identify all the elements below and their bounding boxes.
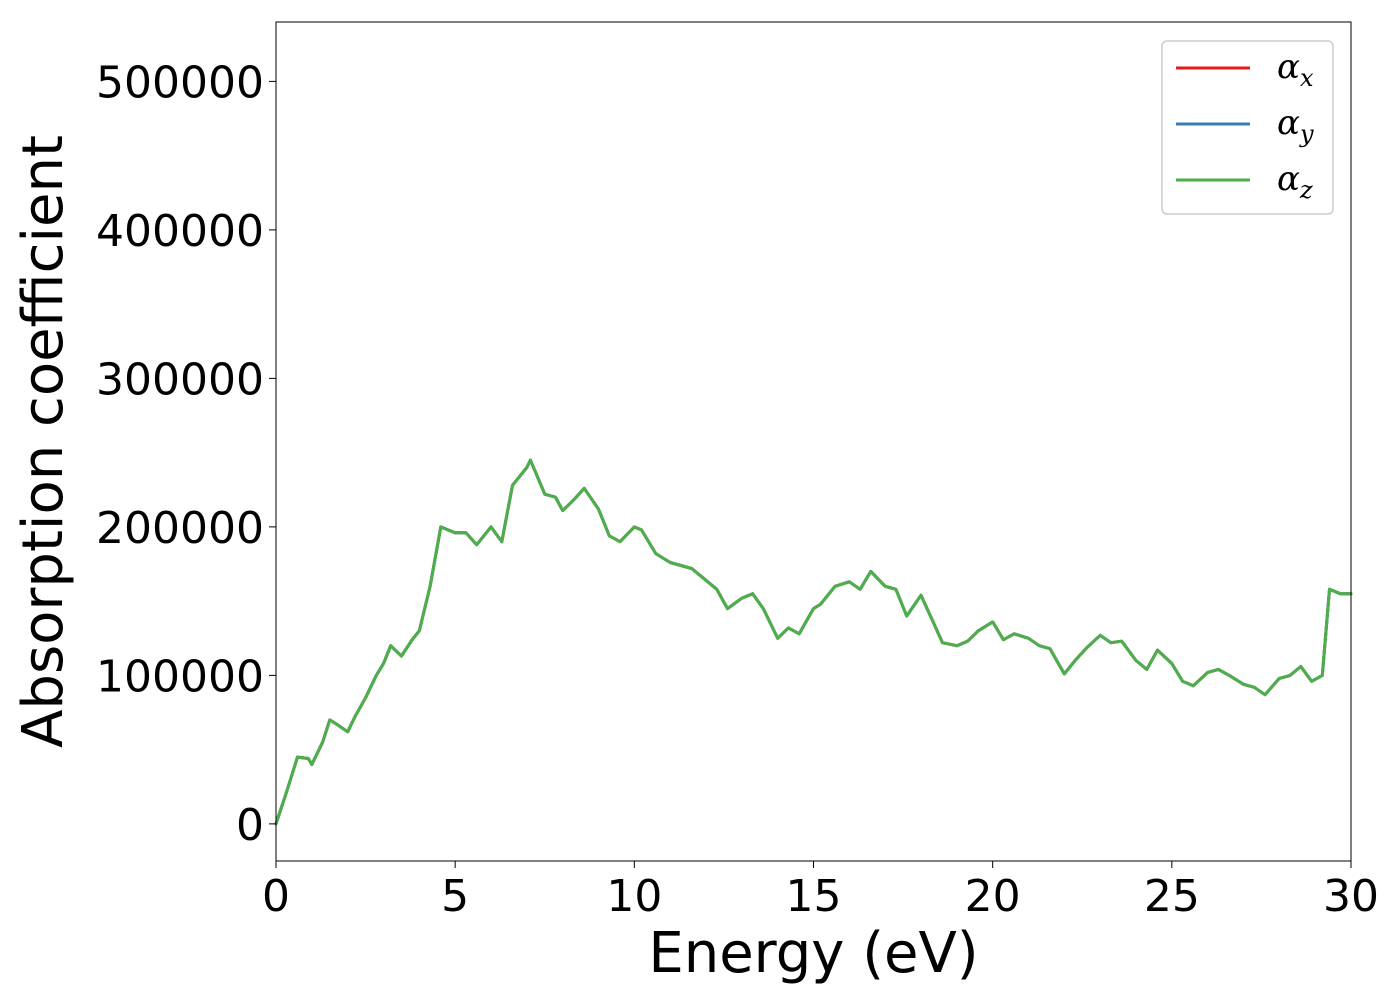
x-axis-ticks: 0 5 10 15 20 25 30 — [262, 861, 1379, 922]
y-tick-label: 200000 — [96, 503, 264, 554]
x-tick-label: 0 — [262, 871, 290, 922]
y-axis-ticks: 0 100000 200000 300000 400000 500000 — [96, 57, 276, 851]
legend-frame — [1161, 40, 1334, 215]
y-tick-label: 500000 — [96, 57, 264, 108]
legend: αx αy αz — [1161, 40, 1334, 215]
legend-label-alpha-y: αy — [1277, 103, 1314, 148]
y-tick-label: 400000 — [96, 206, 264, 257]
y-tick-label: 300000 — [96, 354, 264, 405]
x-tick-label: 20 — [965, 871, 1021, 922]
y-tick-label: 0 — [236, 800, 264, 851]
x-axis-label: Energy (eV) — [648, 921, 978, 986]
x-tick-label: 25 — [1144, 871, 1200, 922]
x-tick-label: 5 — [441, 871, 469, 922]
y-tick-label: 100000 — [96, 651, 264, 702]
series-line-alpha-z — [274, 458, 1353, 826]
x-tick-label: 10 — [606, 871, 662, 922]
legend-label-alpha-z: αz — [1277, 159, 1313, 204]
y-axis-label: Absorption coefficient — [11, 135, 76, 748]
legend-label-alpha-x: αx — [1277, 47, 1314, 92]
x-tick-label: 15 — [786, 871, 842, 922]
x-tick-label: 30 — [1323, 871, 1379, 922]
series-layer — [274, 458, 1353, 826]
